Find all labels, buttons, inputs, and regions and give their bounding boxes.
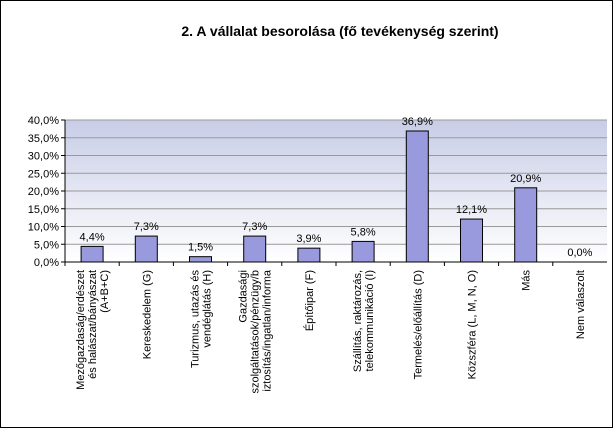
bar <box>405 130 429 263</box>
y-tick-label: 20,0% <box>28 186 59 198</box>
bar <box>514 187 538 263</box>
x-tick-label: iztosítás/ingatlan/informa <box>262 269 274 392</box>
x-tick-label: Kereskedelem (G) <box>141 270 153 359</box>
x-tick-label: Más <box>521 270 533 291</box>
bar <box>351 240 375 263</box>
x-tick-label: Turizmus, utazás és <box>190 270 202 369</box>
data-label: 20,9% <box>510 173 541 185</box>
bar <box>134 235 158 263</box>
data-label: 4,4% <box>80 231 105 243</box>
bar <box>80 245 104 263</box>
x-tick-label: Nem válaszolt <box>575 270 587 339</box>
data-label: 0,0% <box>567 247 592 259</box>
data-label: 7,3% <box>242 221 267 233</box>
data-label: 36,9% <box>402 116 433 128</box>
y-tick-label: 25,0% <box>28 168 59 180</box>
chart-title: 2. A vállalat besorolása (fő tevékenység… <box>181 23 498 39</box>
y-tick-label: 30,0% <box>28 151 59 163</box>
x-tick-label: Közszféra (L, M, N, O) <box>467 270 479 379</box>
x-tick-label: (A+B+C) <box>99 270 111 313</box>
x-tick-label: vendéglátás (H) <box>202 270 214 348</box>
x-tick-label: és halászat/bányászat <box>87 270 99 379</box>
y-tick-label: 10,0% <box>28 222 59 234</box>
bar <box>189 256 212 263</box>
y-tick-label: 40,0% <box>28 115 59 127</box>
x-tick-label: Építőipar (F) <box>303 270 316 331</box>
y-tick-label: 15,0% <box>28 204 59 216</box>
data-label: 5,8% <box>351 226 376 238</box>
y-tick-label: 5,0% <box>34 239 59 251</box>
y-tick-label: 0,0% <box>34 257 59 269</box>
x-tick-label: Mezőgazdaság/erdészet <box>75 270 87 390</box>
x-tick-label: szolgáltatások/pénzügy/b <box>250 270 262 394</box>
x-tick-label: Szállítás, raktározás, <box>352 270 364 372</box>
y-tick-label: 35,0% <box>28 133 59 145</box>
bar <box>243 235 267 263</box>
x-tick-label: telekommunikáció (I) <box>364 270 376 371</box>
x-tick-label: Termelés/előállítás (D) <box>412 270 424 379</box>
bar <box>460 218 483 263</box>
bar <box>297 247 321 263</box>
data-label: 3,9% <box>296 233 321 245</box>
data-label: 12,1% <box>456 204 487 216</box>
x-tick-label: Gazdasági <box>238 270 250 323</box>
data-label: 7,3% <box>134 221 159 233</box>
data-label: 1,5% <box>188 242 213 254</box>
